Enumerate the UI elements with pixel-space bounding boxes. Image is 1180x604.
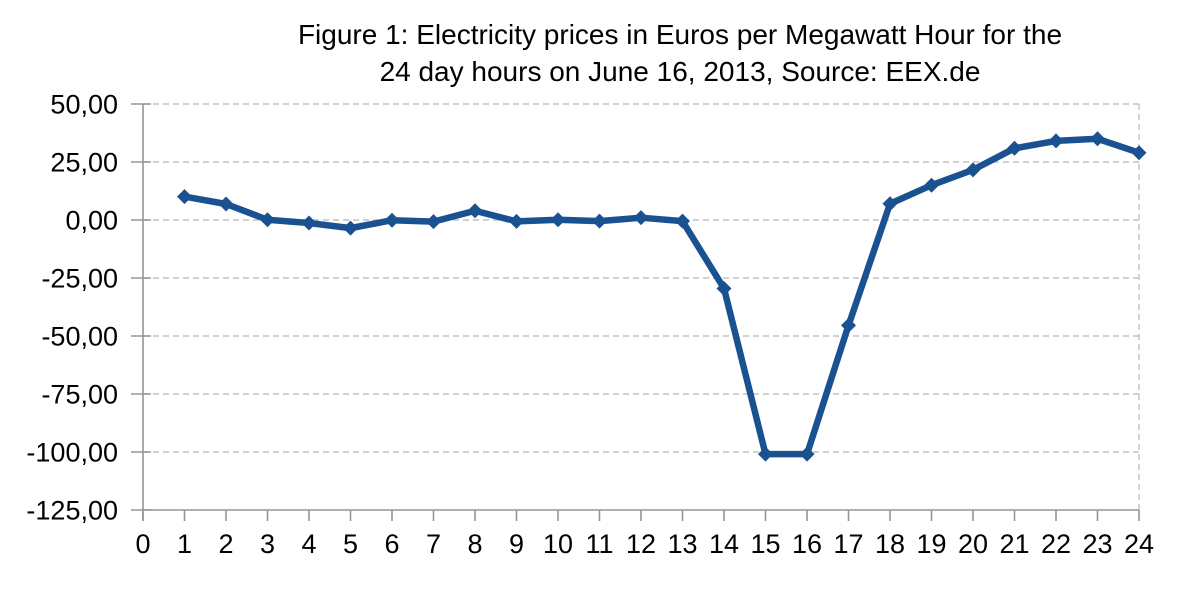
x-tick-label: 24 [1124,529,1154,559]
y-tick-label: 0,00 [65,206,118,236]
data-point-marker [1048,133,1064,149]
x-tick-label: 16 [792,529,822,559]
x-tick-label: 15 [750,529,780,559]
x-tick-label: 17 [833,529,863,559]
data-point-marker [509,213,524,229]
data-point-marker [426,214,441,230]
y-tick-label: 50,00 [50,90,118,120]
data-point-marker [301,215,317,231]
x-tick-label: 14 [709,529,739,559]
x-tick-label: 10 [543,529,573,559]
y-tick-label: -75,00 [41,380,118,410]
data-point-marker [675,213,690,229]
data-point-marker [633,210,649,226]
x-tick-label: 23 [1082,529,1112,559]
x-tick-label: 13 [667,529,697,559]
y-tick-label: -100,00 [26,438,118,468]
data-point-marker [592,213,607,229]
x-tick-label: 20 [958,529,988,559]
data-point-marker [177,189,192,205]
chart-title-line1: Figure 1: Electricity prices in Euros pe… [297,19,1063,50]
data-point-marker [384,212,400,228]
x-tick-label: 12 [626,529,656,559]
x-tick-label: 7 [426,529,441,559]
x-tick-label: 11 [585,529,613,559]
y-tick-label: -25,00 [41,264,118,294]
x-tick-label: 22 [1041,529,1071,559]
data-point-marker [218,196,234,212]
data-point-marker [758,446,773,462]
y-tick-label: -125,00 [26,496,118,526]
x-tick-label: 21 [999,529,1029,559]
x-tick-label: 8 [467,529,482,559]
x-tick-label: 19 [916,529,946,559]
x-tick-label: 4 [301,529,316,559]
x-tick-label: 0 [135,529,150,559]
data-point-marker [924,177,939,193]
x-tick-label: 5 [343,529,358,559]
x-tick-label: 6 [384,529,399,559]
data-point-marker [260,212,275,228]
data-point-marker [550,212,566,228]
x-tick-label: 18 [875,529,905,559]
y-tick-label: -50,00 [41,322,118,352]
x-tick-label: 1 [177,529,192,559]
data-point-marker [1007,140,1022,156]
data-point-marker [799,446,815,462]
data-point-marker [716,280,732,296]
data-point-marker [965,162,981,178]
price-line-series [181,135,1143,458]
data-point-marker [882,196,898,212]
chart-title: Figure 1: Electricity prices in Euros pe… [180,16,1180,90]
data-point-marker [467,203,483,219]
x-tick-label: 9 [509,529,524,559]
x-tick-label: 3 [260,529,275,559]
chart-title-line2: 24 day hours on June 16, 2013, Source: E… [379,56,981,87]
data-point-marker [841,317,856,333]
x-tick-label: 2 [218,529,233,559]
data-point-marker [1131,145,1147,161]
data-point-marker [343,220,358,236]
data-point-marker [1090,131,1105,147]
y-tick-label: 25,00 [50,148,118,178]
